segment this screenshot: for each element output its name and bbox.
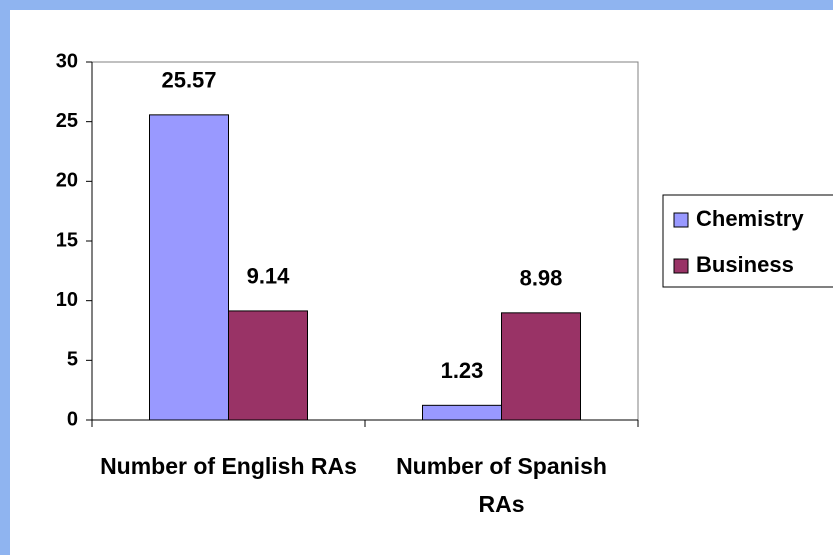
y-tick-label: 5 [67,349,78,371]
legend-label: Business [696,252,794,277]
x-tick-label: Number of Spanish RAs [396,453,607,517]
data-label: 8.98 [520,266,563,291]
bar [501,312,581,421]
legend-box [662,194,833,288]
y-tick-label: 20 [56,170,78,192]
y-tick-label: 0 [67,408,78,430]
y-tick-label: 10 [56,289,78,311]
y-tick-label: 30 [56,50,78,72]
legend-swatch [673,212,689,228]
data-label: 9.14 [247,264,291,289]
legend-swatch [673,258,689,274]
bar [422,404,502,421]
y-tick-label: 15 [56,229,78,251]
legend-label: Chemistry [696,206,804,231]
y-tick-label: 25 [56,110,78,132]
x-tick-label: Number of English RAs [100,453,357,479]
bar [228,310,308,421]
data-label: 1.23 [441,358,484,383]
bar [149,114,229,421]
data-label: 25.57 [161,68,216,93]
